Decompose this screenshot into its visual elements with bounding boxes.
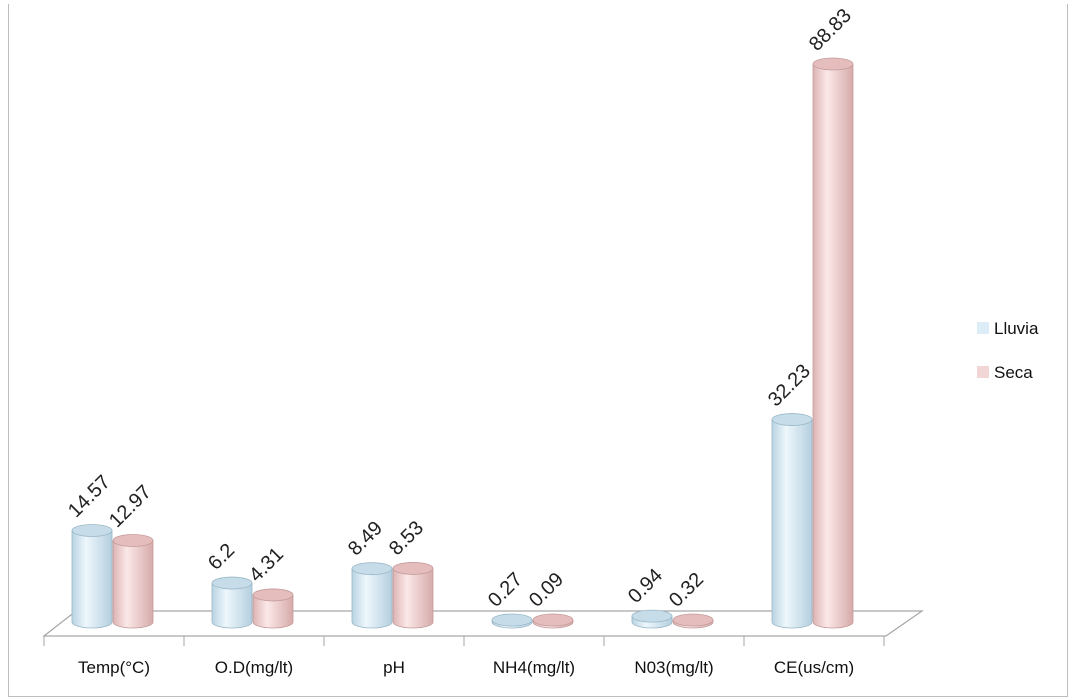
data-label: 0.94 [624,565,667,608]
bar-top-seca-2 [392,562,434,575]
data-label: 0.32 [665,568,708,611]
data-label: 32.23 [764,360,815,411]
legend-label: Lluvia [994,319,1039,338]
chart-frame [8,4,1068,697]
bar-seca-1 [252,594,294,629]
bar-top-lluvia-2 [351,562,393,576]
legend-swatch-lluvia [977,322,989,334]
bars-group [71,57,854,629]
bar-top-seca-3 [532,613,574,627]
bar-top-seca-0 [112,534,154,547]
category-label: pH [383,658,405,677]
data-label: 6.2 [204,539,239,574]
category-label: O.D(mg/lt) [215,658,293,677]
bar-top-lluvia-1 [211,576,253,590]
category-label: Temp(°C) [78,658,150,677]
data-label: 0.09 [525,568,568,611]
legend-swatch-seca [977,366,989,378]
bar-seca-5 [812,63,854,629]
bar-top-seca-5 [812,57,854,71]
data-label: 4.31 [245,543,288,586]
data-label: 88.83 [805,5,856,56]
bar-top-lluvia-4 [631,609,673,623]
data-label: 0.27 [484,568,527,611]
bar-seca-2 [392,568,434,629]
bar-lluvia-5 [771,419,813,629]
bar-seca-0 [112,540,154,629]
category-label: CE(us/cm) [774,658,854,677]
bar-top-seca-4 [672,613,714,627]
bar-top-seca-1 [252,588,294,602]
category-label: NH4(mg/lt) [493,658,575,677]
data-label: 8.53 [385,517,428,560]
data-label: 8.49 [344,517,387,560]
bar-lluvia-0 [71,530,113,629]
bar-top-lluvia-5 [771,413,813,426]
bar-lluvia-2 [351,568,393,629]
bar-top-lluvia-3 [491,613,533,627]
bar-lluvia-1 [211,582,253,629]
legend-label: Seca [994,363,1033,382]
bar-top-lluvia-0 [71,524,113,537]
legend: Lluvia Seca [977,319,1039,382]
category-label: N03(mg/lt) [634,658,713,677]
category-axis: Temp(°C) O.D(mg/lt) pH NH4(mg/lt) N03(mg/lt)… [43,636,885,677]
